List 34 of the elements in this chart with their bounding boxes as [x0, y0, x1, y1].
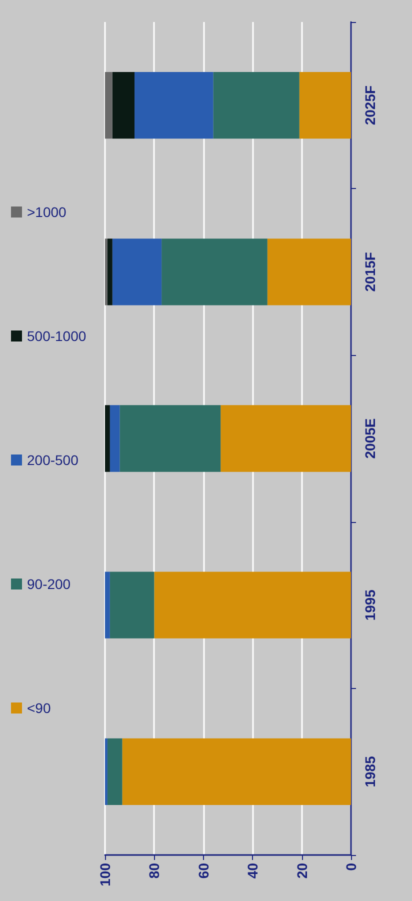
y-tick-label: 2015F [362, 252, 378, 292]
x-tick-label: 0 [343, 862, 359, 871]
y-tick-label: 1995 [362, 589, 378, 621]
x-tick-label: 100 [97, 862, 113, 886]
bar [213, 72, 300, 139]
bar [105, 405, 110, 472]
bar [299, 72, 351, 139]
y-tick-label: 2025F [362, 85, 378, 126]
bar [122, 738, 351, 806]
legend-label: <90 [27, 700, 51, 716]
y-tick-label: 2005E [362, 418, 378, 459]
y-tick-label: 1985 [362, 756, 378, 788]
bar [110, 405, 120, 472]
legend-label: 200-500 [27, 452, 79, 468]
bar [134, 72, 214, 139]
bar [107, 738, 122, 806]
bar [112, 238, 162, 306]
bar [154, 572, 351, 638]
legend-label: >1000 [27, 204, 67, 220]
legend-label: 90-200 [27, 576, 71, 592]
x-tick-label: 60 [195, 862, 212, 879]
legend-label: 500-1000 [27, 328, 86, 344]
bar [112, 72, 135, 139]
bar [110, 572, 154, 638]
bar [105, 572, 110, 638]
bar [162, 238, 268, 306]
bar [105, 72, 112, 139]
bar [267, 238, 351, 306]
bar [107, 238, 112, 306]
bar [220, 405, 351, 472]
bar [120, 405, 221, 472]
x-tick-label: 20 [294, 862, 310, 879]
x-tick-label: 40 [244, 862, 261, 879]
x-tick-label: 80 [146, 862, 162, 879]
